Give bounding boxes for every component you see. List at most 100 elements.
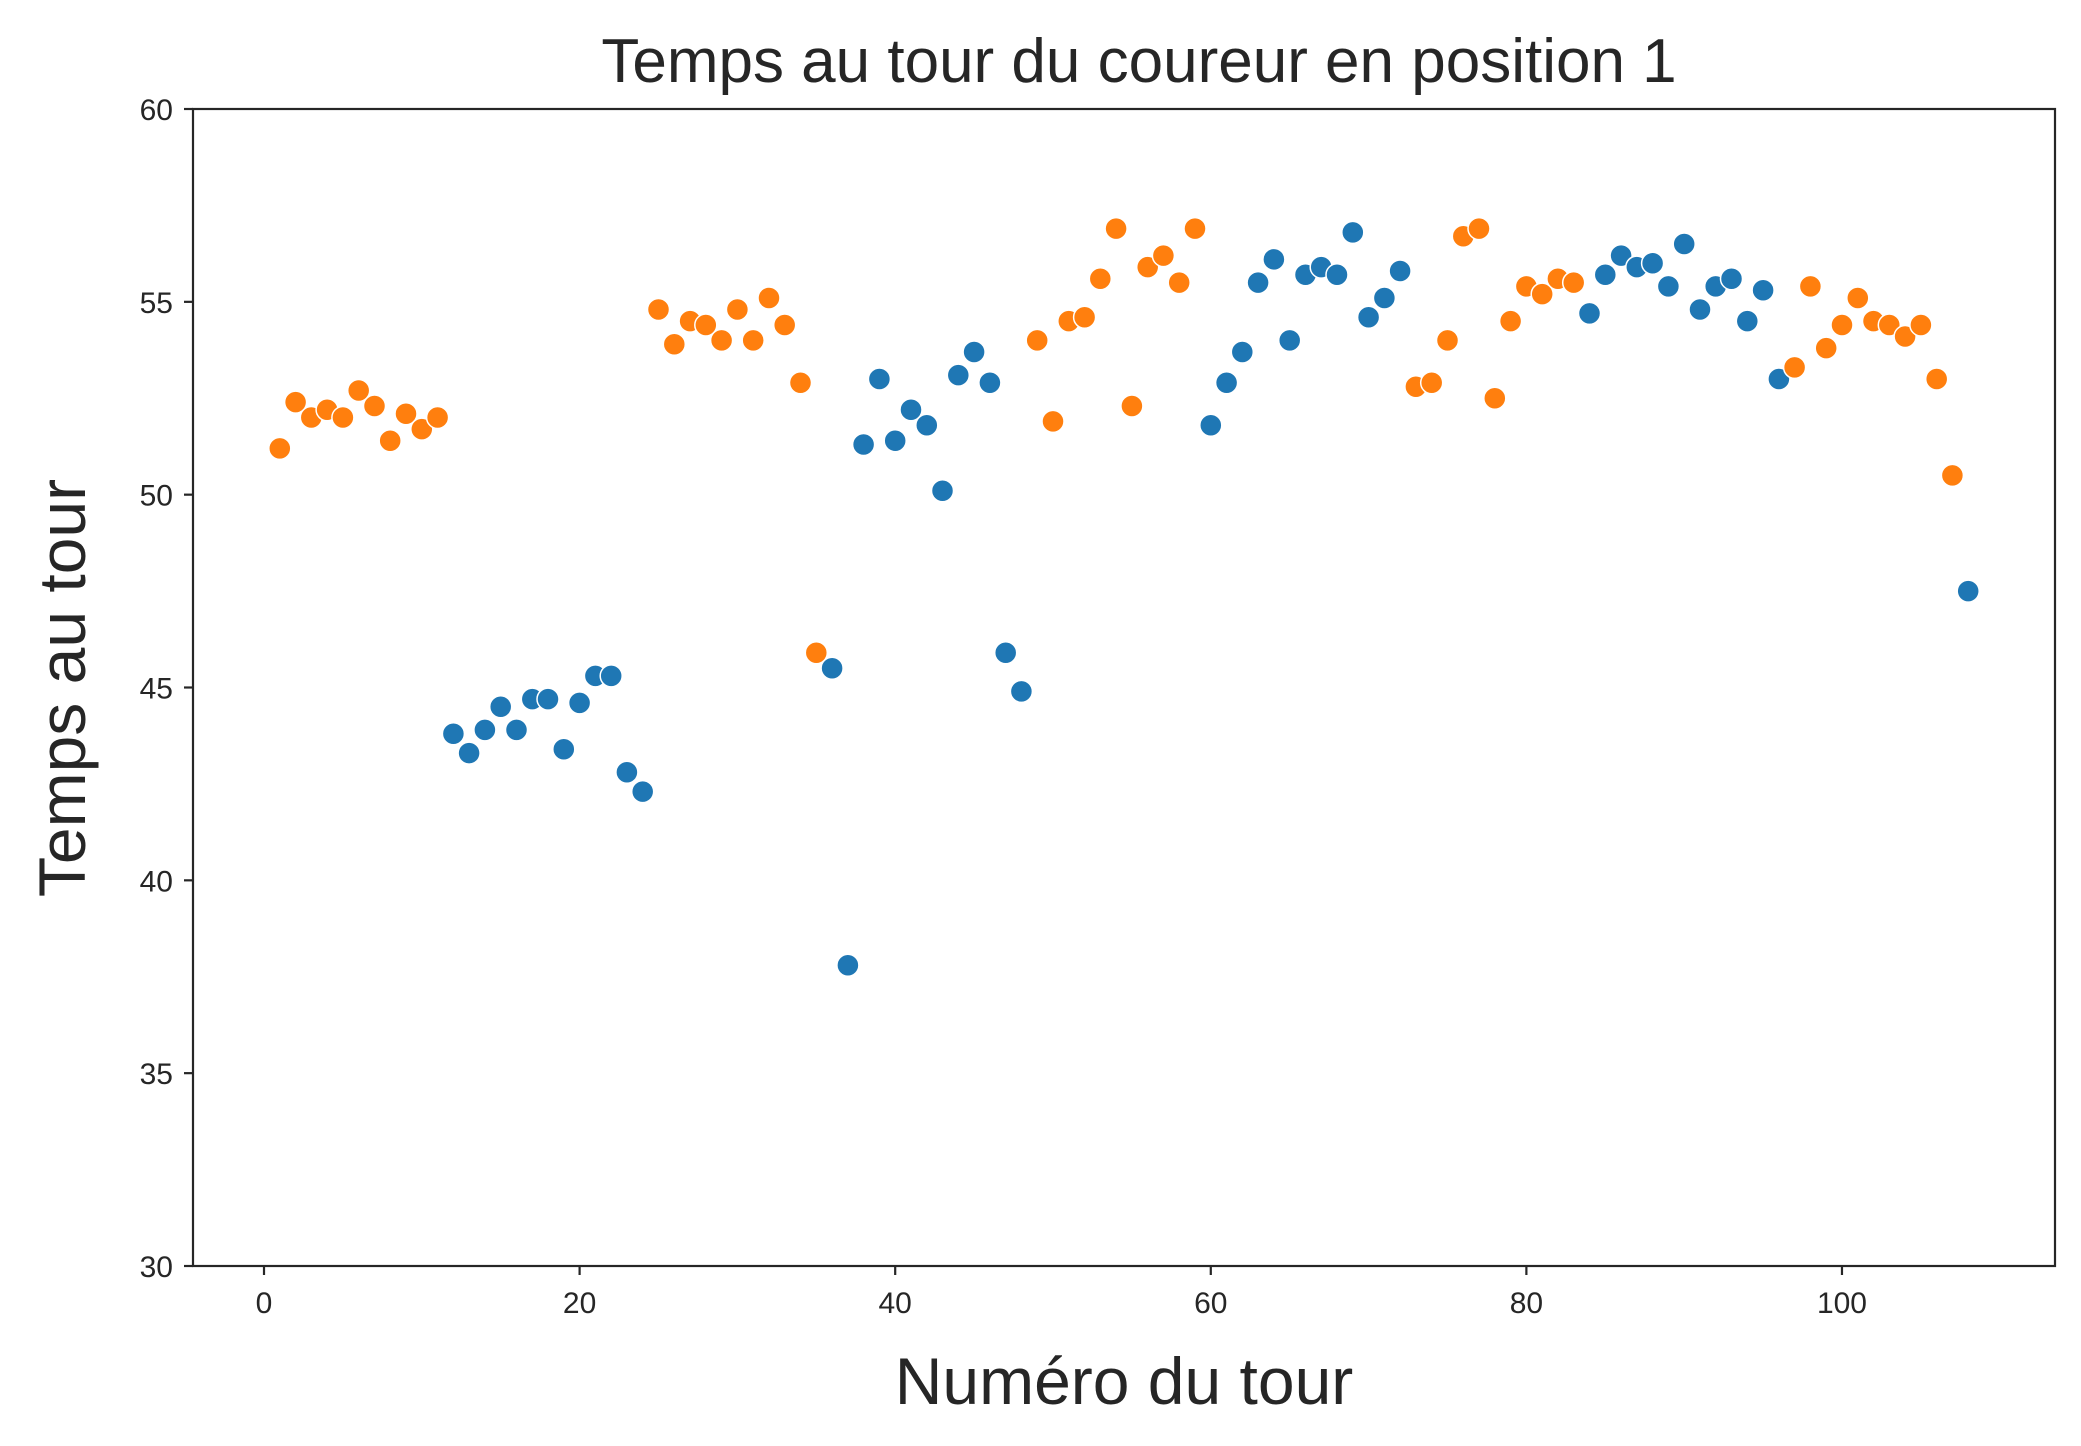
data-point-series-1 [488, 695, 513, 719]
data-point-series-1 [1656, 274, 1681, 299]
data-point-series-2 [1167, 270, 1191, 295]
data-point-series-1 [504, 718, 529, 742]
chart-title: Temps au tour du coureur en position 1 [601, 27, 1676, 96]
data-point-series-1 [930, 479, 955, 503]
data-point-series-1 [978, 371, 1002, 395]
y-axis-label: Temps au tour [25, 479, 99, 897]
data-point-series-1 [473, 718, 497, 742]
data-point-series-2 [331, 405, 355, 430]
data-point-series-2 [1877, 313, 1902, 337]
data-point-series-2 [1151, 243, 1176, 268]
x-axis-ticks: 0 20 40 60 80 100 [256, 1266, 1867, 1320]
data-point-series-1 [1246, 270, 1270, 295]
data-point-series-2 [662, 332, 687, 357]
data-point-series-2 [1483, 386, 1507, 411]
data-point-series-1 [820, 656, 844, 680]
data-point-series-2 [1830, 313, 1854, 337]
data-point-series-2 [1846, 286, 1870, 310]
data-point-series-2 [346, 378, 371, 403]
x-tick-label: 0 [256, 1287, 273, 1320]
data-point-series-2 [1025, 328, 1049, 353]
data-point-series-1 [1751, 278, 1775, 303]
data-point-series-2 [741, 328, 765, 353]
data-point-series-2 [268, 436, 292, 461]
y-tick-label: 50 [140, 480, 173, 513]
data-point-series-2 [1561, 270, 1586, 295]
data-point-series-1 [1767, 367, 1791, 391]
data-point-series-2 [772, 313, 797, 337]
data-point-series-1 [1577, 301, 1602, 326]
data-point-series-1 [1277, 328, 1302, 353]
y-axis-ticks: 30 35 40 45 50 55 60 [140, 94, 193, 1284]
data-point-series-1 [1230, 340, 1255, 364]
data-point-series-1 [1688, 297, 1712, 322]
data-point-series-2 [378, 428, 402, 453]
y-tick-label: 60 [140, 94, 173, 127]
data-point-series-2 [1183, 216, 1207, 241]
data-point-series-2 [709, 328, 734, 353]
data-point-series-2 [1419, 371, 1444, 395]
data-point-series-1 [962, 340, 986, 364]
data-point-series-2 [425, 405, 450, 430]
data-point-series-1 [883, 428, 907, 453]
data-point-series-1 [1719, 266, 1744, 291]
data-point-series-2 [1120, 394, 1144, 418]
data-point-series-1 [867, 367, 892, 391]
y-tick-label: 40 [140, 865, 173, 898]
data-point-series-1 [899, 398, 923, 422]
data-point-series-2 [1498, 309, 1523, 333]
y-tick-label: 55 [140, 287, 173, 320]
data-point-series-1 [1325, 263, 1349, 287]
data-point-series-1 [836, 953, 860, 977]
data-point-series-1 [851, 432, 876, 457]
data-point-series-2 [788, 371, 813, 395]
data-point-series-2 [804, 641, 829, 665]
y-tick-label: 45 [140, 673, 173, 706]
data-point-series-1 [567, 691, 592, 715]
data-point-series-1 [1672, 232, 1696, 256]
data-point-series-2 [1530, 282, 1554, 306]
data-point-series-1 [1640, 251, 1665, 276]
data-point-series-2 [725, 297, 750, 322]
data-point-series-2 [694, 313, 718, 337]
data-point-series-1 [993, 641, 1018, 665]
data-point-series-2 [1104, 216, 1128, 241]
x-tick-label: 20 [563, 1287, 596, 1320]
data-point-series-2 [1909, 313, 1933, 337]
data-point-series-1 [1388, 259, 1412, 283]
data-point-series-2 [757, 286, 781, 310]
data-point-series-2 [283, 390, 308, 414]
data-point-series-2 [394, 401, 418, 426]
data-point-series-2 [1798, 274, 1823, 299]
data-point-series-1 [630, 779, 655, 804]
x-axis-label: Numéro du tour [895, 1344, 1354, 1418]
data-point-series-2 [362, 394, 387, 418]
data-point-series-1 [441, 722, 466, 746]
data-point-series-2 [1135, 255, 1160, 279]
data-point-series-2 [1088, 266, 1113, 291]
data-point-series-1 [1735, 309, 1760, 333]
data-point-series-2 [1814, 336, 1838, 360]
data-point-series-1 [1372, 286, 1397, 310]
data-point-series-1 [1593, 263, 1618, 287]
data-point-series-1 [946, 363, 971, 387]
data-point-series-1 [615, 760, 639, 785]
data-point-series-2 [1435, 328, 1460, 353]
data-point-series-1 [1609, 243, 1633, 268]
data-point-series-1 [1262, 247, 1286, 272]
data-point-series-1 [915, 413, 939, 437]
data-point-series-2 [1467, 216, 1491, 241]
data-point-series-2 [1782, 355, 1807, 380]
data-point-series-2 [1041, 409, 1065, 434]
data-point-series-2 [1072, 305, 1097, 330]
y-tick-label: 35 [140, 1058, 173, 1091]
data-point-series-1 [552, 737, 576, 761]
data-point-series-1 [1341, 220, 1365, 245]
data-point-series-1 [1214, 371, 1239, 395]
data-point-series-1 [599, 664, 623, 688]
data-point-series-2 [646, 297, 671, 322]
data-point-series-1 [457, 741, 481, 765]
x-tick-label: 60 [1194, 1287, 1227, 1320]
data-point-series-1 [1009, 679, 1034, 704]
